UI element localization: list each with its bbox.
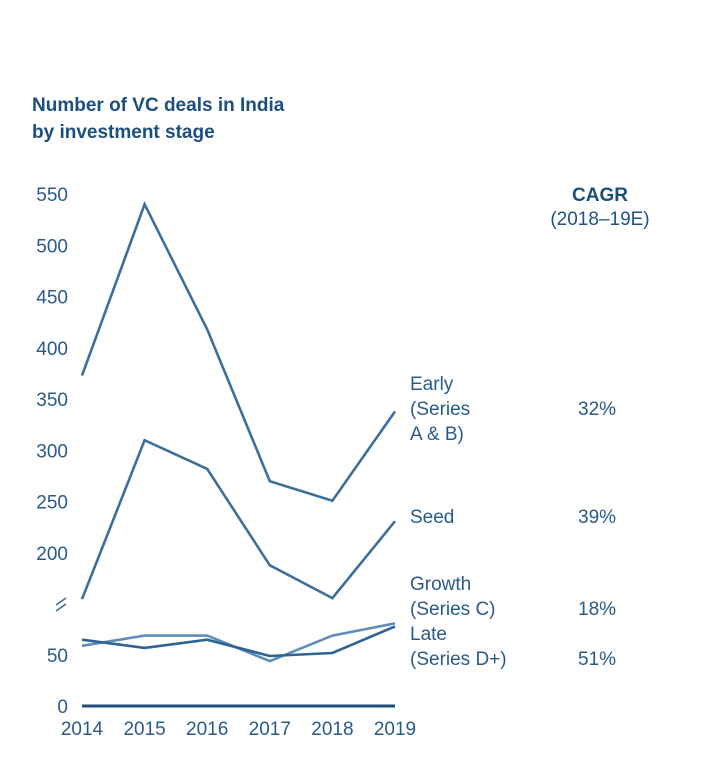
cagr-subtitle: (2018–19E) — [550, 209, 650, 230]
x-tick-label: 2019 — [374, 719, 416, 740]
y-tick-label: 0 — [57, 697, 68, 718]
cagr-growth: 18% — [578, 599, 617, 620]
chart-title-line-2: by investment stage — [32, 122, 215, 143]
y-tick-label: 400 — [36, 339, 68, 360]
series-line-early — [80, 201, 397, 503]
y-tick-label: 50 — [47, 646, 68, 667]
cagr-late: 51% — [578, 649, 617, 670]
x-tick-label: 2017 — [249, 719, 291, 740]
label-early-line-2: (Series — [410, 399, 471, 420]
label-late-line-2: (Series D+) — [410, 649, 507, 670]
y-tick-label: 550 — [36, 185, 68, 206]
x-tick-label: 2018 — [311, 719, 353, 740]
chart-title-line-1: Number of VC deals in India — [32, 95, 285, 116]
y-tick-label: 300 — [36, 441, 68, 462]
label-seed-line-1: Seed — [410, 507, 455, 528]
label-growth-line-1: Growth — [410, 574, 472, 595]
label-growth-line-2: (Series C) — [410, 599, 496, 620]
series-line-late — [81, 625, 396, 658]
x-tick-label: 2016 — [186, 719, 228, 740]
axis-break-mark — [55, 603, 67, 612]
y-tick-label: 450 — [36, 288, 68, 309]
chart-title: Number of VC deals in India by investmen… — [32, 92, 284, 146]
y-tick-label: 350 — [36, 390, 68, 411]
label-early-line-1: Early — [410, 374, 454, 395]
label-late-line-1: Late — [410, 624, 447, 645]
axis-break-mark — [55, 597, 67, 606]
label-growth: Growth (Series C) — [410, 572, 496, 622]
series-line-seed — [80, 438, 397, 600]
label-seed: Seed — [410, 505, 454, 530]
y-tick-label: 250 — [36, 493, 68, 514]
y-tick-label: 500 — [36, 236, 68, 257]
cagr-seed: 39% — [578, 507, 617, 528]
cagr-header: CAGR (2018–19E) — [520, 184, 680, 232]
label-late: Late (Series D+) — [410, 622, 507, 672]
cagr-title: CAGR — [572, 185, 628, 206]
label-early-line-3: A & B) — [410, 424, 464, 445]
x-tick-label: 2014 — [61, 719, 104, 740]
series-line-growth — [81, 622, 396, 663]
cagr-early: 32% — [578, 399, 617, 420]
x-tick-label: 2015 — [123, 719, 165, 740]
y-tick-label: 200 — [36, 544, 68, 565]
label-early: Early (Series A & B) — [410, 372, 470, 447]
